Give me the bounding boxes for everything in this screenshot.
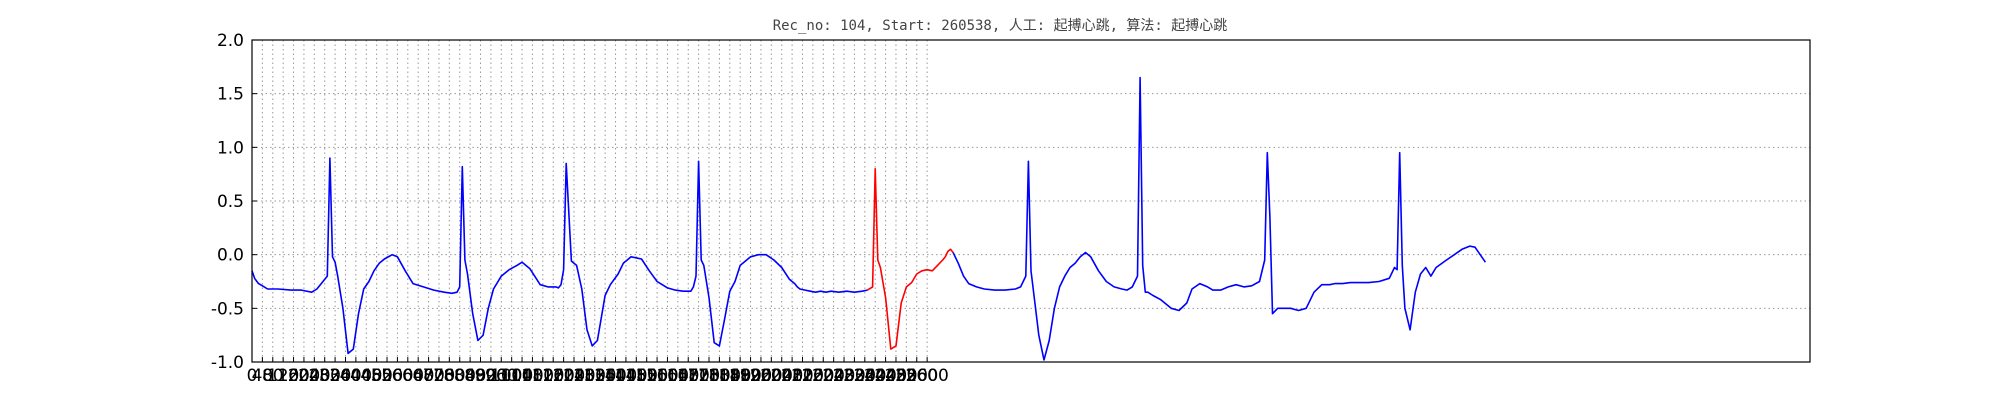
x-tick-label: 2240 bbox=[812, 366, 855, 386]
x-tick-label: 160 bbox=[277, 366, 309, 386]
x-tick-label: 1200 bbox=[542, 366, 585, 386]
x-tick-label: 40 bbox=[252, 366, 274, 386]
x-tick-label: 1880 bbox=[719, 366, 762, 386]
x-tick-label: 1440 bbox=[604, 366, 647, 386]
x-tick-label: 2600 bbox=[906, 366, 949, 386]
x-tick-label: 280 bbox=[308, 366, 340, 386]
x-tick-label: 200 bbox=[288, 366, 320, 386]
x-tick-label: 2120 bbox=[781, 366, 824, 386]
ecg-series-line-2 bbox=[952, 76, 1487, 361]
x-tick-label: 2080 bbox=[770, 366, 813, 386]
y-tick-label: 1.0 bbox=[217, 138, 244, 158]
x-tick-label: 1960 bbox=[739, 366, 782, 386]
x-tick-label: 1680 bbox=[667, 366, 710, 386]
x-tick-label: 2400 bbox=[854, 366, 897, 386]
x-tick-label: 1600 bbox=[646, 366, 689, 386]
x-tick-label: 1920 bbox=[729, 366, 772, 386]
x-tick-label: 800 bbox=[444, 366, 476, 386]
series-layer bbox=[251, 76, 1487, 361]
x-tick-label: 80 bbox=[262, 366, 284, 386]
x-tick-label: 2040 bbox=[760, 366, 803, 386]
x-tick-label: 240 bbox=[298, 366, 330, 386]
x-tick-label: 2440 bbox=[864, 366, 907, 386]
x-tick-label: 2200 bbox=[802, 366, 845, 386]
x-tick-label: 1640 bbox=[656, 366, 699, 386]
x-tick-label: 840 bbox=[454, 366, 486, 386]
x-axis: 0408012016020024028032036040044048052056… bbox=[247, 357, 949, 386]
x-tick-label: 1360 bbox=[584, 366, 627, 386]
x-tick-label: 2000 bbox=[750, 366, 793, 386]
x-tick-label: 1560 bbox=[635, 366, 678, 386]
x-tick-label: 1840 bbox=[708, 366, 751, 386]
x-tick-label: 1800 bbox=[698, 366, 741, 386]
x-tick-label: 2160 bbox=[791, 366, 834, 386]
x-tick-label: 480 bbox=[360, 366, 392, 386]
x-tick-label: 1520 bbox=[625, 366, 668, 386]
x-tick-label: 1240 bbox=[552, 366, 595, 386]
y-tick-label: 0.0 bbox=[217, 246, 244, 266]
x-tick-label: 560 bbox=[381, 366, 413, 386]
x-tick-label: 1480 bbox=[615, 366, 658, 386]
x-tick-label: 960 bbox=[485, 366, 517, 386]
ecg-series-line-0 bbox=[251, 157, 868, 355]
x-tick-label: 2480 bbox=[874, 366, 917, 386]
x-tick-label: 2360 bbox=[843, 366, 886, 386]
y-tick-label: -1.0 bbox=[211, 353, 244, 373]
x-tick-label: 2520 bbox=[885, 366, 928, 386]
x-tick-label: 2560 bbox=[895, 366, 938, 386]
y-tick-label: 1.5 bbox=[217, 85, 244, 105]
x-tick-label: 880 bbox=[464, 366, 496, 386]
x-tick-label: 360 bbox=[329, 366, 361, 386]
x-tick-label: 1760 bbox=[687, 366, 730, 386]
x-tick-label: 640 bbox=[402, 366, 434, 386]
y-axis: 2.0 1.5 1.0 0.5 0.0 -0.5 -1.0 bbox=[211, 31, 257, 373]
x-tick-label: 1400 bbox=[594, 366, 637, 386]
x-tick-label: 2320 bbox=[833, 366, 876, 386]
x-tick-label: 680 bbox=[412, 366, 444, 386]
x-tick-label: 320 bbox=[319, 366, 351, 386]
grid bbox=[251, 39, 1810, 363]
x-tick-label: 1040 bbox=[500, 366, 543, 386]
x-tick-label: 720 bbox=[423, 366, 455, 386]
y-tick-label: 2.0 bbox=[217, 31, 244, 51]
x-tick-label: 520 bbox=[371, 366, 403, 386]
ecg-series-line-1 bbox=[866, 168, 954, 350]
x-tick-label: 1720 bbox=[677, 366, 720, 386]
x-tick-label: 600 bbox=[392, 366, 424, 386]
x-tick-label: 1080 bbox=[511, 366, 554, 386]
x-tick-label: 920 bbox=[475, 366, 507, 386]
y-tick-label: 0.5 bbox=[217, 192, 244, 212]
x-tick-label: 0 bbox=[247, 366, 258, 386]
x-tick-label: 1280 bbox=[563, 366, 606, 386]
chart-title: Rec_no: 104, Start: 260538, 人工: 起搏心跳, 算法… bbox=[773, 17, 1228, 34]
x-tick-label: 120 bbox=[267, 366, 299, 386]
x-tick-label: 1160 bbox=[532, 366, 575, 386]
x-tick-label: 1000 bbox=[490, 366, 533, 386]
x-tick-label: 2280 bbox=[822, 366, 865, 386]
x-tick-label: 400 bbox=[340, 366, 372, 386]
x-tick-label: 1320 bbox=[573, 366, 616, 386]
y-tick-label: -0.5 bbox=[211, 299, 244, 319]
x-tick-label: 1120 bbox=[521, 366, 564, 386]
x-tick-label: 440 bbox=[350, 366, 382, 386]
x-tick-label: 760 bbox=[433, 366, 465, 386]
